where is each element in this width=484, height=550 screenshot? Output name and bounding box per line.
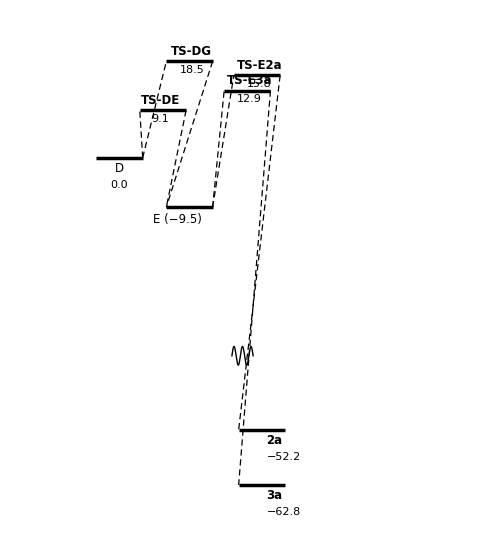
Text: TS-E2a: TS-E2a [236, 59, 282, 72]
Text: 12.9: 12.9 [237, 94, 261, 104]
Text: TS-DG: TS-DG [171, 45, 212, 58]
Text: 18.5: 18.5 [179, 64, 204, 75]
Text: 15.8: 15.8 [246, 79, 271, 89]
Text: 2a: 2a [266, 434, 282, 447]
Text: D: D [115, 162, 124, 175]
Text: −52.2: −52.2 [266, 452, 300, 461]
Text: TS-E3a: TS-E3a [227, 74, 272, 87]
Text: 9.1: 9.1 [151, 114, 169, 124]
Text: −62.8: −62.8 [266, 507, 300, 517]
Text: TS-DE: TS-DE [141, 94, 180, 107]
Text: 0.0: 0.0 [110, 180, 128, 190]
Text: E (−9.5): E (−9.5) [153, 213, 202, 225]
Text: 3a: 3a [266, 490, 282, 502]
